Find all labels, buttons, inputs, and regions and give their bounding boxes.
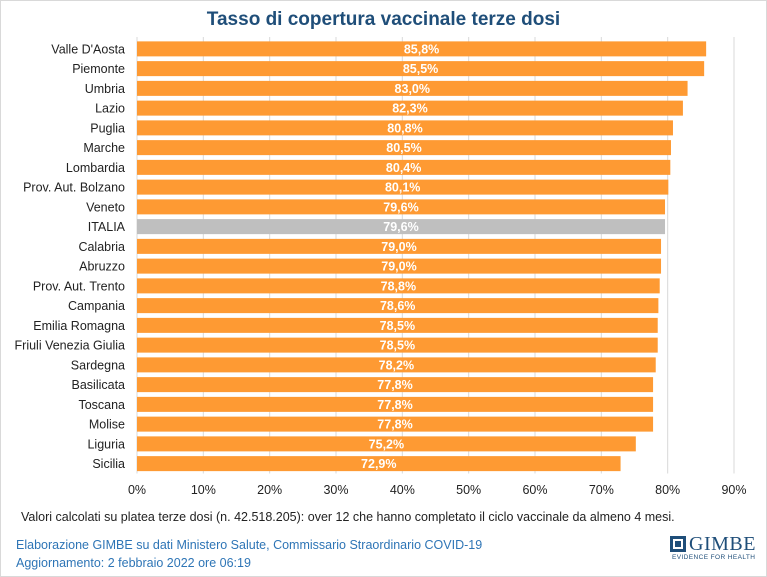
- data-label: 75,2%: [369, 437, 404, 451]
- category-label: Prov. Aut. Trento: [33, 279, 125, 293]
- category-label: Lazio: [95, 102, 125, 116]
- data-label: 79,0%: [381, 240, 416, 254]
- bar: [137, 278, 660, 294]
- data-label: 80,8%: [387, 121, 422, 135]
- category-label: Liguria: [87, 437, 125, 451]
- data-label: 80,1%: [385, 181, 420, 195]
- category-label: Friuli Venezia Giulia: [15, 339, 126, 353]
- bar: [137, 436, 636, 452]
- data-label: 85,8%: [404, 42, 439, 56]
- logo-wordmark: GIMBE: [689, 533, 756, 555]
- footer-updated: Aggiornamento: 2 febbraio 2022 ore 06:19: [16, 556, 251, 570]
- category-label: Marche: [83, 141, 125, 155]
- bar: [137, 238, 662, 254]
- category-label: Lombardia: [66, 161, 125, 175]
- bar: [137, 357, 656, 373]
- footer-source: Elaborazione GIMBE su dati Ministero Sal…: [16, 538, 483, 552]
- x-tick-label: 40%: [390, 483, 415, 497]
- data-label: 82,3%: [392, 102, 427, 116]
- data-label: 77,8%: [377, 378, 412, 392]
- bar: [137, 41, 707, 57]
- data-label: 78,6%: [380, 299, 415, 313]
- category-label: Veneto: [86, 200, 125, 214]
- bar-chart: 0% 10% 20% 30% 40% 50% 60% 70% 80% 90% Valle D'Aos…: [15, 37, 747, 497]
- data-label: 78,2%: [379, 358, 414, 372]
- bar: [137, 258, 662, 274]
- category-label: Prov. Aut. Bolzano: [23, 181, 125, 195]
- bar: [137, 120, 673, 136]
- bar: [137, 298, 659, 314]
- category-label: Sardegna: [71, 358, 125, 372]
- chart-note: Valori calcolati su platea terze dosi (n…: [21, 510, 675, 524]
- data-label: 85,5%: [403, 62, 438, 76]
- x-tick-label: 60%: [522, 483, 547, 497]
- bar: [137, 140, 671, 156]
- bar: [137, 199, 666, 215]
- bar: [137, 159, 671, 175]
- category-label: Puglia: [90, 121, 125, 135]
- x-tick-label: 90%: [721, 483, 746, 497]
- bar: [137, 416, 654, 432]
- data-label: 72,9%: [361, 457, 396, 471]
- bar: [137, 61, 705, 77]
- data-label: 79,0%: [381, 260, 416, 274]
- bar: [137, 179, 669, 195]
- gimbe-logo: GIMBE EVIDENCE FOR HEALTH: [670, 533, 758, 569]
- bar: [137, 456, 621, 472]
- x-tick-label: 30%: [323, 483, 348, 497]
- data-label: 78,5%: [380, 339, 415, 353]
- category-label: Emilia Romagna: [33, 319, 125, 333]
- data-label: 77,8%: [377, 418, 412, 432]
- data-label: 78,5%: [380, 319, 415, 333]
- category-label: Basilicata: [72, 378, 126, 392]
- category-label: Calabria: [78, 240, 125, 254]
- gimbe-square-icon: [670, 536, 686, 552]
- x-tick-label: 10%: [191, 483, 216, 497]
- bar: [137, 317, 658, 333]
- data-label: 79,6%: [383, 220, 418, 234]
- category-label: Valle D'Aosta: [51, 42, 125, 56]
- x-tick-label: 70%: [589, 483, 614, 497]
- category-label: ITALIA: [88, 220, 126, 234]
- bar: [137, 80, 688, 96]
- x-tick-label: 20%: [257, 483, 282, 497]
- bar: [137, 337, 658, 353]
- x-tick-label: 0%: [128, 483, 146, 497]
- bar: [137, 377, 654, 393]
- data-label: 80,4%: [386, 161, 421, 175]
- data-label: 80,5%: [386, 141, 421, 155]
- x-tick-label: 50%: [456, 483, 481, 497]
- data-label: 79,6%: [383, 200, 418, 214]
- category-label: Toscana: [78, 398, 125, 412]
- category-label: Campania: [68, 299, 125, 313]
- category-label: Molise: [89, 418, 125, 432]
- data-label: 77,8%: [377, 398, 412, 412]
- bar: [137, 219, 666, 235]
- bar: [137, 100, 683, 116]
- data-label: 78,8%: [381, 279, 416, 293]
- chart-title: Tasso di copertura vaccinale terze dosi: [206, 9, 561, 30]
- logo-tagline: EVIDENCE FOR HEALTH: [672, 554, 756, 561]
- bar: [137, 396, 654, 412]
- x-tick-label: 80%: [655, 483, 680, 497]
- category-label: Sicilia: [92, 457, 125, 471]
- category-label: Umbria: [85, 82, 125, 96]
- category-label: Abruzzo: [79, 260, 125, 274]
- category-label: Piemonte: [72, 62, 125, 76]
- data-label: 83,0%: [395, 82, 430, 96]
